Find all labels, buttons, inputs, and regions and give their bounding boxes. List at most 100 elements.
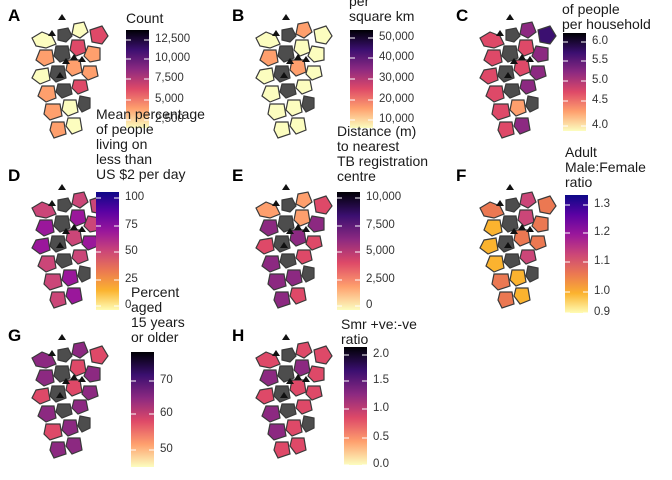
tick-label: 20,000 — [379, 93, 415, 105]
tick-label: 4.0 — [592, 119, 608, 131]
tick-label: 10,000 — [379, 113, 415, 125]
district-shape — [497, 235, 515, 253]
district-shape — [301, 95, 315, 113]
district-shape — [49, 385, 67, 403]
colorbar-e — [337, 192, 360, 310]
district-shape — [295, 399, 313, 415]
triangle-marker-icon — [286, 228, 294, 234]
district-shape — [65, 437, 83, 455]
district-shape — [81, 235, 99, 251]
triangle-marker-icon — [496, 200, 504, 206]
district-shape — [525, 265, 539, 283]
district-shape — [69, 209, 87, 227]
district-shape — [281, 27, 297, 43]
triangle-marker-icon — [78, 56, 86, 62]
legend-title-c: of people per household — [562, 1, 651, 32]
district-shape — [57, 197, 73, 213]
tick-label: 1.0 — [373, 402, 389, 414]
tick-label: 25 — [125, 273, 138, 285]
tick-label: 60 — [160, 407, 173, 419]
district-shape — [293, 39, 311, 57]
triangle-marker-icon — [56, 242, 64, 248]
triangle-marker-icon — [70, 374, 78, 380]
district-shape — [491, 273, 511, 291]
district-shape — [65, 117, 83, 135]
district-shape — [71, 21, 89, 39]
triangle-marker-icon — [272, 30, 280, 36]
district-shape — [525, 95, 539, 113]
district-shape — [295, 191, 313, 209]
choropleth-map-c — [479, 14, 557, 139]
triangle-marker-icon — [48, 350, 56, 356]
district-shape — [279, 253, 297, 269]
district-shape — [289, 437, 307, 455]
triangle-marker-icon — [282, 334, 290, 340]
district-shape — [519, 79, 537, 95]
district-shape — [267, 103, 287, 121]
district-shape — [35, 49, 55, 67]
colorbar-b — [350, 30, 373, 128]
panel-letter-c: C — [456, 6, 469, 25]
district-shape — [273, 385, 291, 403]
triangle-marker-icon — [506, 184, 514, 190]
triangle-marker-icon — [62, 378, 70, 384]
district-shape — [49, 65, 67, 83]
tick-label: 50 — [160, 443, 173, 455]
district-shape — [281, 197, 297, 213]
district-shape — [55, 403, 73, 419]
legend-title-d: Mean percentage of people living on less th… — [96, 106, 205, 182]
district-shape — [61, 99, 79, 117]
legend-title-e: Distance (m) to nearest TB registration cen… — [337, 123, 429, 184]
legend-title-h: Smr +ve:-ve ratio — [341, 316, 417, 347]
district-shape — [83, 365, 101, 383]
district-shape — [61, 269, 79, 287]
triangle-marker-icon — [48, 200, 56, 206]
district-shape — [513, 117, 531, 135]
tick-label: 10,000 — [155, 52, 191, 64]
district-shape — [49, 235, 67, 253]
district-shape — [273, 235, 291, 253]
tick-label: 2,500 — [155, 113, 184, 125]
triangle-marker-icon — [526, 226, 534, 232]
district-shape — [49, 121, 67, 139]
district-shape — [43, 423, 63, 441]
tick-label: 1.0 — [594, 285, 610, 297]
district-shape — [37, 405, 57, 423]
district-shape — [255, 67, 275, 85]
tick-label: 0.9 — [594, 306, 610, 318]
district-shape — [285, 269, 303, 287]
district-shape — [485, 85, 505, 103]
choropleth-map-h — [255, 334, 333, 459]
district-shape — [497, 65, 515, 83]
district-shape — [89, 25, 109, 45]
tick-label: 1.5 — [373, 374, 389, 386]
tick-label: 1.1 — [594, 255, 610, 267]
district-shape — [307, 45, 325, 63]
district-shape — [37, 85, 57, 103]
legend-title-g: Percent aged 15 years or older — [131, 284, 185, 345]
district-shape — [43, 103, 63, 121]
district-shape — [509, 269, 527, 287]
tick-label: 0.0 — [373, 458, 389, 470]
tick-label: 6.0 — [592, 35, 608, 47]
triangle-marker-icon — [56, 72, 64, 78]
district-shape — [273, 441, 291, 459]
tick-label: 0 — [125, 299, 132, 311]
triangle-marker-icon — [62, 58, 70, 64]
triangle-marker-icon — [78, 376, 86, 382]
district-shape — [289, 117, 307, 135]
district-shape — [503, 83, 521, 99]
district-shape — [61, 419, 79, 437]
tick-label: 2,500 — [366, 273, 395, 285]
district-shape — [55, 83, 73, 99]
district-shape — [259, 219, 279, 237]
panel-letter-h: H — [232, 326, 245, 345]
district-shape — [293, 359, 311, 377]
triangle-marker-icon — [518, 224, 526, 230]
district-shape — [285, 419, 303, 437]
tick-label: 0.5 — [373, 431, 389, 443]
choropleth-map-e — [255, 184, 333, 309]
triangle-marker-icon — [294, 224, 302, 230]
district-shape — [519, 249, 537, 265]
district-shape — [49, 441, 67, 459]
